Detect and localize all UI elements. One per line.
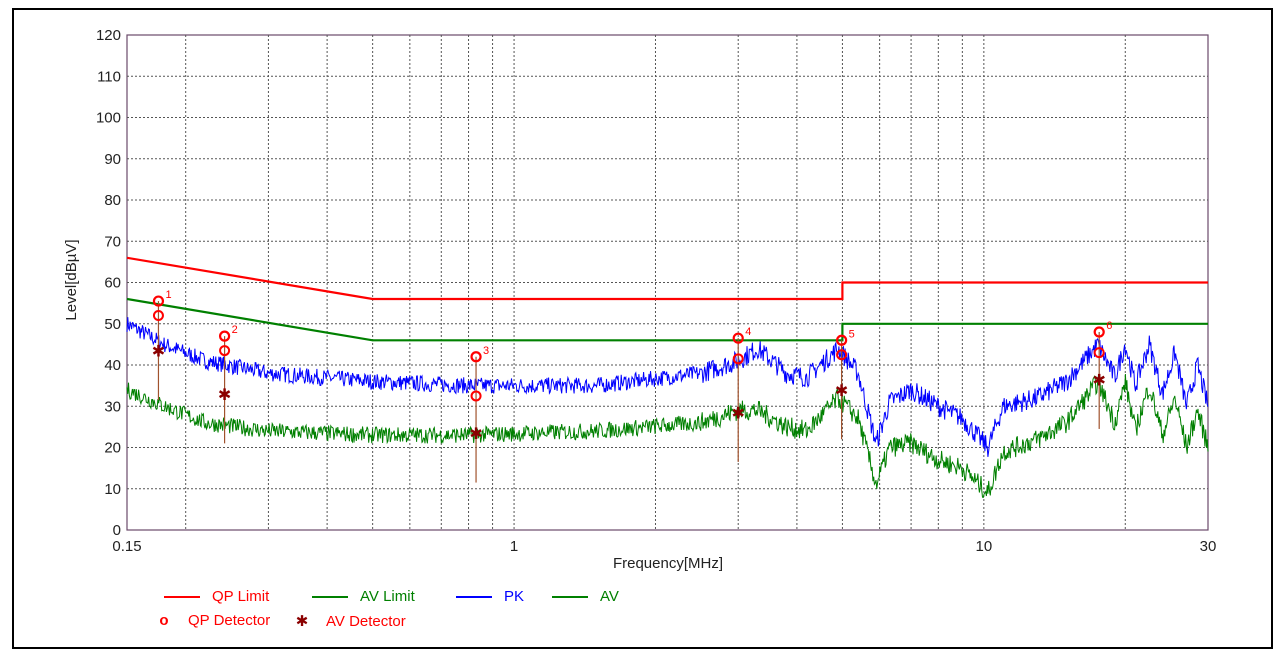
legend-swatch [164,595,200,598]
series-av-limit [126,297,1208,342]
legend-item-av-limit: AV Limit [312,588,415,605]
marker-number: 5 [849,328,855,340]
peak-marker [1093,326,1105,338]
x-tick-label: 1 [510,538,518,555]
y-tick-label: 100 [96,110,121,127]
peak-marker [470,351,482,363]
x-axis-label: Frequency[MHz] [613,555,723,572]
y-tick-label: 20 [104,440,121,457]
qp-detector-point [219,345,231,357]
marker-number: 4 [745,326,751,338]
legend-item-qp-limit: QP Limit [164,588,269,605]
x-tick-label: 0.15 [112,538,141,555]
legend-label: AV Limit [360,588,415,605]
peak-marker [218,330,231,342]
legend-swatch [456,595,492,598]
av-detector-point: ✱ [469,424,482,443]
qp-detector-point [836,349,848,361]
qp-detector-symbol: o [159,612,169,629]
chart-frame: 1 ✱ 2 ✱ 3 ✱ 4 ✱ 5 ✱ 6 ✱ 0 10 20 30 40 50 60 70 80 90 100 110 12… [12,8,1273,649]
marker-number: 3 [483,345,489,357]
qp-detector-point [1093,347,1105,359]
legend-label: AV [600,588,619,605]
y-tick-label: 70 [104,233,121,250]
legend-label: AV Detector [326,612,406,630]
legend-swatch [312,595,348,598]
legend-item-qp-detector: o QP Detector [154,612,270,629]
av-detector-point: ✱ [1092,370,1105,389]
legend-label: QP Detector [188,612,271,629]
y-tick-label: 0 [113,522,121,539]
y-tick-label: 60 [104,275,121,292]
av-detector-point: ✱ [152,342,165,361]
y-tick-label: 110 [97,68,121,85]
peak-marker [152,295,165,307]
legend-item-av: AV [552,588,619,605]
marker-layer: 1 ✱ 2 ✱ 3 ✱ 4 ✱ 5 ✱ 6 ✱ [152,289,1112,483]
y-tick-label: 90 [104,151,121,168]
legend-item-pk: PK [456,588,524,605]
y-tick-label: 10 [104,481,121,498]
y-axis-label: Level[dBµV] [63,239,80,320]
series-av [126,373,1209,499]
series-layer [126,256,1209,499]
x-tick-label: 10 [976,538,993,555]
av-detector-symbol: ✱ [295,613,309,630]
series-pk [126,317,1209,457]
marker-number: 2 [232,324,238,336]
qp-detector-point [470,390,482,402]
av-detector-point: ✱ [732,403,745,422]
av-detector-point: ✱ [835,381,848,400]
peak-marker [836,334,848,346]
qp-detector-point [732,353,744,365]
marker-number: 1 [165,289,171,301]
marker-number: 6 [1106,320,1112,332]
y-tick-label: 80 [104,192,121,209]
legend-swatch [552,595,588,598]
legend-label: QP Limit [212,588,270,605]
series-qp-limit [126,256,1208,301]
y-tick-label: 50 [104,316,121,333]
qp-detector-point [152,310,164,321]
legend-item-av-detector: ✱ AV Detector [292,612,406,631]
legend-label: PK [504,588,525,605]
emission-chart: 1✱2✱3✱4✱5✱6✱ 010203040506070809010011012… [63,27,1216,572]
peak-marker [732,332,744,344]
av-detector-point: ✱ [218,385,231,404]
y-tick-label: 40 [104,357,121,374]
y-tick-label: 30 [104,398,121,415]
x-tick-label: 30 [1200,538,1217,555]
y-tick-label: 120 [96,27,121,44]
